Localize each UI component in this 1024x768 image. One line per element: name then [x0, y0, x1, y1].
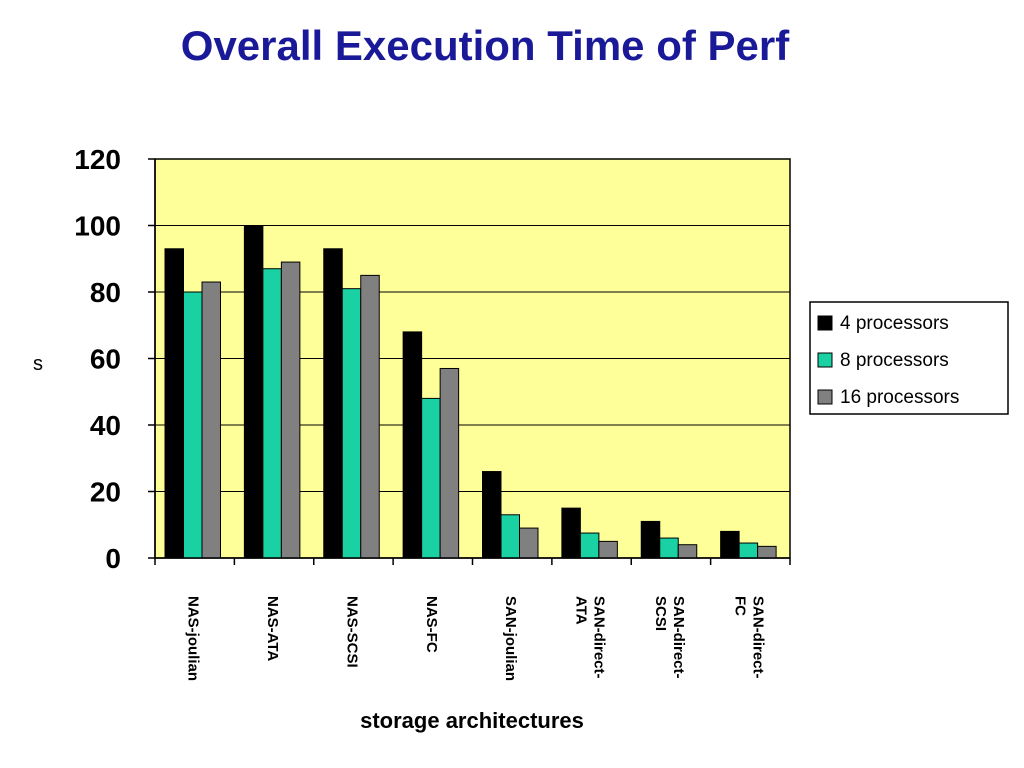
bar-4-processors-6 — [640, 520, 661, 559]
bar-16-processors-4 — [519, 527, 539, 559]
bar-4-processors-0 — [164, 248, 184, 559]
x-tick-label: NAS-ATA — [264, 596, 281, 661]
x-tick-label: SAN-direct- — [749, 596, 766, 679]
y-tick-labels: 0 20 40 60 80 100 120 — [74, 144, 121, 574]
bar-8-processors-7 — [738, 542, 759, 559]
legend-label: 4 processors — [840, 313, 949, 334]
bar-16-processors-6 — [677, 544, 698, 559]
bar-4-processors-2 — [323, 248, 343, 559]
legend-label: 8 processors — [840, 350, 949, 371]
y-tick-label: 0 — [105, 543, 121, 574]
legend-swatch — [817, 352, 833, 368]
axes — [148, 158, 791, 565]
y-tick-label: 120 — [74, 144, 121, 175]
y-tick-label: 100 — [74, 211, 121, 242]
slide-title: Overall Execution Time of Perf — [180, 22, 790, 69]
legend-swatch — [817, 389, 833, 405]
x-tick-label: ATA — [573, 596, 590, 625]
bar-4-processors-1 — [243, 225, 264, 559]
legend-label: 16 processors — [840, 387, 959, 408]
x-tick-labels: NAS-joulian NAS-ATA NAS-SCSI NAS-FC SAN-joul… — [185, 596, 767, 681]
x-tick-label: SCSI — [652, 596, 669, 631]
x-tick-label: NAS-FC — [423, 596, 440, 653]
x-tick-label: SAN-direct- — [591, 596, 608, 679]
bar-8-processors-6 — [659, 537, 679, 559]
legend-box — [809, 301, 1009, 415]
x-tick-label: NAS-joulian — [185, 596, 202, 681]
bar-8-processors-5 — [579, 532, 600, 559]
bar-4-processors-5 — [561, 507, 581, 559]
x-tick-label: SAN-joulian — [502, 596, 519, 681]
bar-4-processors-4 — [482, 471, 502, 559]
bar-16-processors-3 — [439, 367, 460, 559]
bar-8-processors-0 — [183, 291, 203, 559]
bars — [164, 225, 777, 559]
bar-16-processors-0 — [201, 281, 221, 559]
y-axis-label: s — [33, 353, 43, 375]
bar-16-processors-2 — [360, 274, 380, 559]
bar-4-processors-7 — [720, 530, 740, 559]
bar-16-processors-1 — [280, 261, 301, 559]
x-tick-label: NAS-SCSI — [343, 596, 360, 668]
y-tick-label: 20 — [90, 477, 121, 508]
y-tick-label: 40 — [90, 410, 121, 441]
y-tick-label: 60 — [90, 344, 121, 375]
x-axis-label: storage architectures — [360, 708, 584, 733]
bar-8-processors-4 — [500, 514, 520, 559]
x-tick-label: FC — [731, 596, 748, 616]
bar-16-processors-7 — [757, 545, 777, 559]
bar-4-processors-3 — [402, 331, 423, 559]
legend: 4 processors 8 processors 16 processors — [809, 301, 1009, 415]
bar-8-processors-2 — [341, 288, 362, 559]
x-tick-label: SAN-direct- — [670, 596, 687, 679]
legend-swatch — [817, 315, 833, 331]
bar-16-processors-5 — [598, 540, 618, 559]
y-tick-label: 80 — [90, 277, 121, 308]
bar-8-processors-1 — [262, 268, 282, 559]
bar-8-processors-3 — [421, 397, 441, 559]
